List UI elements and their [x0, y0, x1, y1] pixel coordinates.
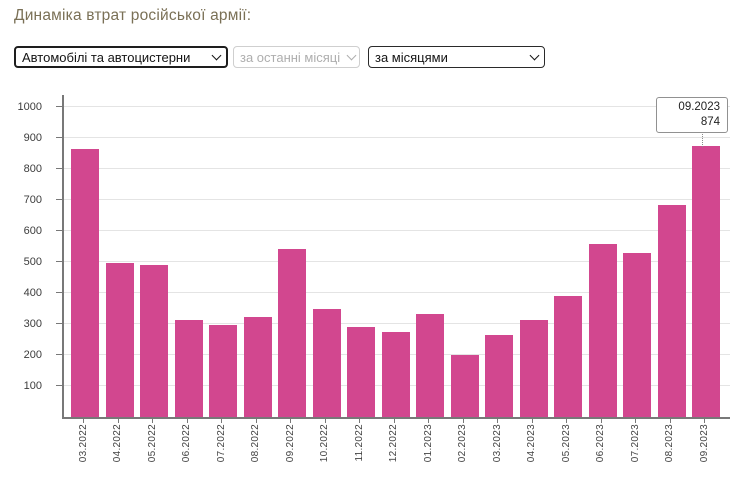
bar-02.2023[interactable]: [450, 355, 479, 417]
tooltip-value: 874: [700, 116, 720, 128]
gridline: [56, 261, 730, 262]
category-select[interactable]: Автомобілі та автоцистерни: [14, 46, 228, 68]
tooltip-connector-line: [702, 132, 703, 147]
y-axis-labels: 100 200 300 400 500 600 700 800 900 1000: [0, 95, 52, 417]
bar-11.2022[interactable]: [347, 326, 375, 417]
x-tick: [117, 419, 119, 423]
x-tick: [324, 419, 326, 423]
bar-10.2022[interactable]: [312, 308, 341, 417]
x-tick: [531, 419, 533, 423]
plot-area: [56, 95, 730, 419]
x-tick: [497, 419, 498, 423]
x-tick-label: 11.2022: [353, 424, 365, 462]
x-tick: [566, 419, 567, 423]
chart-controls: Автомобілі та автоцистерни за останні мі…: [14, 46, 545, 68]
x-tick-label: 09.2023: [698, 424, 710, 463]
bar-08.2023[interactable]: [657, 204, 686, 417]
y-tick-label: 700: [23, 194, 42, 206]
y-tick-label: 300: [23, 318, 42, 330]
y-tick-label: 600: [23, 225, 42, 237]
x-tick-label: 03.2022: [77, 424, 89, 463]
bar-12.2022[interactable]: [381, 331, 410, 417]
bar-01.2023[interactable]: [416, 313, 444, 417]
x-tick-label: 08.2022: [250, 424, 261, 463]
bar-07.2022[interactable]: [209, 324, 237, 417]
bar-03.2023[interactable]: [485, 334, 513, 417]
bar-09.2022[interactable]: [278, 249, 306, 417]
x-tick: [83, 419, 84, 423]
x-tick: [704, 419, 705, 423]
x-tick-label: 12.2022: [388, 424, 399, 463]
gridline: [56, 199, 730, 200]
x-tick: [359, 419, 360, 423]
x-tick-label: 07.2022: [215, 424, 227, 463]
x-tick: [290, 419, 291, 423]
bar-04.2022[interactable]: [105, 262, 134, 417]
x-tick-label: 05.2022: [146, 424, 158, 463]
x-tick-label: 03.2023: [491, 424, 503, 463]
bar-09.2023[interactable]: [692, 146, 720, 417]
x-tick-label: 10.2022: [319, 424, 330, 463]
x-tick-label: 02.2023: [457, 424, 468, 463]
x-tick: [428, 419, 429, 423]
gridline: [56, 137, 730, 138]
y-tick-label: 500: [23, 256, 42, 268]
x-tick-label: 07.2023: [629, 424, 641, 463]
x-tick: [462, 419, 464, 423]
x-tick-label: 06.2022: [181, 424, 192, 463]
bar-07.2023[interactable]: [623, 253, 651, 417]
x-tick: [635, 419, 636, 423]
gridline: [56, 292, 730, 293]
y-tick-label: 100: [23, 380, 42, 392]
period-select-disabled: за останні місяці: [233, 46, 360, 68]
chevron-down-icon: [346, 50, 357, 61]
gridline: [56, 168, 730, 169]
gridline: [56, 230, 730, 231]
period-select-value: за останні місяці: [240, 49, 341, 65]
x-tick: [152, 419, 153, 423]
bar-03.2022[interactable]: [71, 148, 99, 417]
bar-05.2022[interactable]: [140, 265, 168, 417]
y-tick-label: 400: [23, 287, 42, 299]
x-tick-label: 09.2022: [284, 424, 296, 463]
y-tick-label: 800: [23, 163, 42, 175]
grouping-select[interactable]: за місяцями: [368, 46, 545, 68]
tooltip-month: 09.2023: [678, 101, 720, 113]
bar-06.2022[interactable]: [174, 320, 203, 417]
bar-04.2023[interactable]: [519, 319, 548, 417]
x-tick-label: 05.2023: [560, 424, 572, 463]
x-tick-label: 08.2023: [664, 424, 675, 463]
x-tick-label: 06.2023: [595, 424, 606, 463]
x-tick: [186, 419, 188, 423]
y-tick-label: 1000: [17, 101, 42, 113]
category-select-value: Автомобілі та автоцистерни: [22, 49, 191, 65]
bar-06.2023[interactable]: [588, 244, 617, 417]
chevron-down-icon: [529, 50, 540, 61]
x-tick: [600, 419, 602, 423]
bar-05.2023[interactable]: [554, 296, 582, 417]
x-tick: [669, 419, 671, 423]
x-tick: [393, 419, 395, 423]
y-tick-label: 200: [23, 349, 42, 361]
chevron-down-icon: [211, 50, 222, 61]
bar-08.2022[interactable]: [243, 316, 272, 417]
gridline: [56, 106, 730, 107]
page-title: Динаміка втрат російської армії:: [14, 7, 252, 24]
bar-tooltip: 09.2023 874: [656, 97, 728, 133]
grouping-select-value: за місяцями: [375, 49, 448, 65]
y-tick-label: 900: [23, 132, 42, 144]
x-tick-label: 04.2023: [526, 424, 537, 463]
gridline: [56, 323, 730, 324]
x-tick: [221, 419, 222, 423]
x-tick-label: 01.2023: [422, 424, 434, 463]
x-tick-label: 04.2022: [112, 424, 123, 463]
x-tick: [255, 419, 257, 423]
